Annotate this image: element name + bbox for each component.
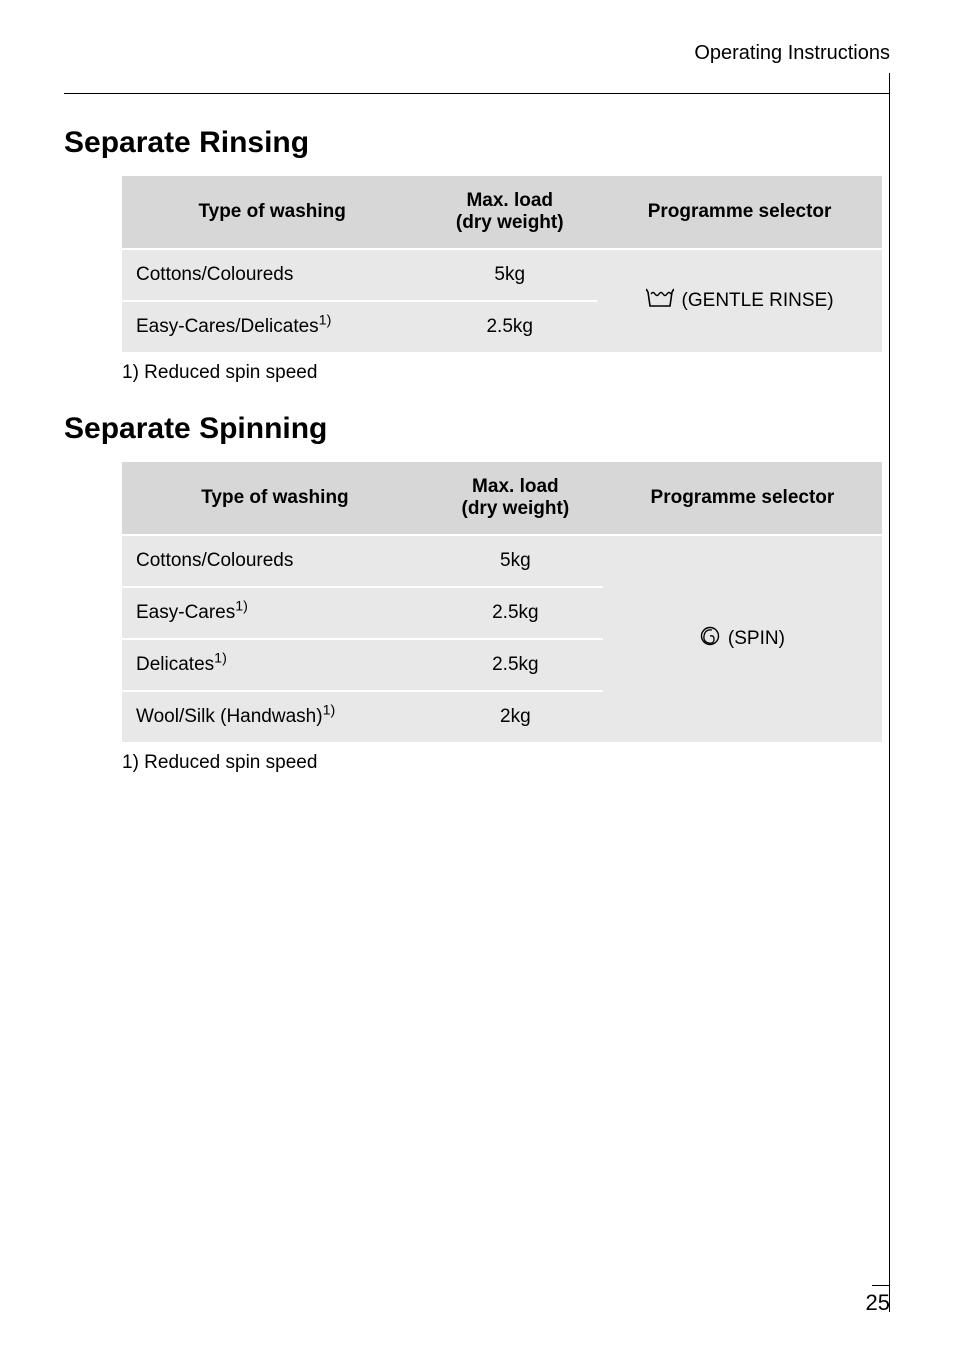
cell-type-text: Cottons/Coloureds (136, 550, 293, 571)
page-number: 25 (866, 1290, 890, 1316)
cell-load: 2kg (428, 691, 603, 742)
cell-type: Delicates1) (122, 639, 428, 691)
cell-load: 2.5kg (428, 639, 603, 691)
cell-programme: (GENTLE RINSE) (597, 249, 882, 352)
programme-label: (GENTLE RINSE) (682, 290, 834, 312)
page: Operating Instructions Separate Rinsing … (0, 0, 954, 1352)
rinsing-footnote: 1) Reduced spin speed (122, 362, 868, 384)
table-row: Cottons/Coloureds 5kg (SPIN) (122, 535, 882, 587)
cell-type-sup: 1) (323, 703, 336, 719)
col-type: Type of washing (122, 176, 422, 249)
right-margin-tick (872, 1285, 890, 1286)
col-load-l1: Max. load (466, 190, 553, 211)
table-row: Cottons/Coloureds 5kg (GENT (122, 249, 882, 301)
right-margin-rule (889, 73, 890, 1312)
rinsing-table: Type of washing Max. load (dry weight) P… (122, 176, 882, 352)
table-header-row: Type of washing Max. load (dry weight) P… (122, 462, 882, 535)
cell-type-sup: 1) (235, 599, 248, 615)
cell-type-sup: 1) (319, 313, 332, 329)
running-head: Operating Instructions (694, 42, 890, 65)
col-load-l2: (dry weight) (456, 212, 564, 233)
cell-load: 2.5kg (428, 587, 603, 639)
cell-programme: (SPIN) (603, 535, 882, 742)
cell-type-text: Wool/Silk (Handwash) (136, 706, 323, 727)
col-programme: Programme selector (597, 176, 882, 249)
spin-spiral-icon (700, 626, 720, 652)
cell-type: Cottons/Coloureds (122, 249, 422, 301)
spinning-table: Type of washing Max. load (dry weight) P… (122, 462, 882, 742)
section-title-spinning: Separate Spinning (64, 412, 868, 446)
rinse-basin-icon (646, 288, 674, 314)
content-area: Separate Rinsing Type of washing Max. lo… (64, 94, 890, 774)
cell-load: 5kg (428, 535, 603, 587)
col-load-l1b: Max. load (472, 476, 559, 497)
header-row: Operating Instructions (64, 42, 890, 65)
cell-type-sup: 1) (214, 651, 227, 667)
cell-type-text: Cottons/Coloureds (136, 264, 293, 285)
col-load: Max. load (dry weight) (428, 462, 603, 535)
cell-type: Easy-Cares/Delicates1) (122, 301, 422, 352)
cell-load: 2.5kg (422, 301, 597, 352)
col-load: Max. load (dry weight) (422, 176, 597, 249)
cell-type-text: Easy-Cares (136, 602, 235, 623)
cell-load: 5kg (422, 249, 597, 301)
col-type: Type of washing (122, 462, 428, 535)
col-programme: Programme selector (603, 462, 882, 535)
cell-type: Cottons/Coloureds (122, 535, 428, 587)
cell-type: Easy-Cares1) (122, 587, 428, 639)
cell-type: Wool/Silk (Handwash)1) (122, 691, 428, 742)
spinning-footnote: 1) Reduced spin speed (122, 752, 868, 774)
cell-type-text: Easy-Cares/Delicates (136, 316, 319, 337)
col-load-l2b: (dry weight) (462, 498, 570, 519)
table-header-row: Type of washing Max. load (dry weight) P… (122, 176, 882, 249)
section-title-rinsing: Separate Rinsing (64, 126, 868, 160)
programme-label: (SPIN) (728, 628, 785, 650)
cell-type-text: Delicates (136, 654, 214, 675)
